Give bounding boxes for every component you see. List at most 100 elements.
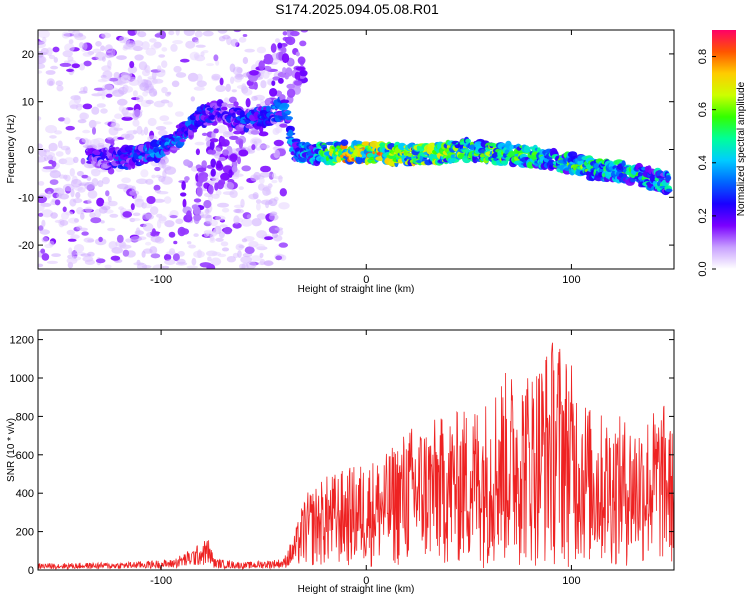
heatmap-blob xyxy=(42,36,47,44)
heatmap-blob xyxy=(129,61,135,69)
heatmap-blob xyxy=(200,214,212,219)
heatmap-blob xyxy=(205,208,210,215)
heatmap-blob xyxy=(397,142,407,151)
heatmap-blob xyxy=(268,198,278,207)
heatmap-blob xyxy=(58,117,66,122)
y-tick-label: 600 xyxy=(16,450,34,462)
heatmap-blob xyxy=(101,176,110,185)
heatmap-blob xyxy=(262,71,270,79)
heatmap-blob xyxy=(219,224,228,228)
heatmap-blob xyxy=(71,251,77,256)
heatmap-blob xyxy=(325,141,336,146)
heatmap-blob xyxy=(145,241,152,246)
heatmap-blob xyxy=(92,126,96,135)
heatmap-blob xyxy=(143,202,153,209)
heatmap-blob xyxy=(279,102,290,109)
heatmap-blob xyxy=(95,258,106,264)
heatmap-blob xyxy=(286,88,296,98)
heatmap-blob xyxy=(239,263,246,269)
heatmap-blob xyxy=(153,198,166,203)
heatmap-blob xyxy=(225,83,231,92)
heatmap-blob xyxy=(221,139,230,147)
heatmap-blob xyxy=(161,60,168,68)
heatmap-blob xyxy=(87,198,92,204)
heatmap-blob xyxy=(259,252,264,258)
heatmap-blob xyxy=(38,225,44,231)
heatmap-blob xyxy=(263,260,274,267)
heatmap-blob xyxy=(38,70,43,74)
heatmap-blob xyxy=(105,190,110,197)
snr-panel: -100 0 100 0 200 400 600 800 1000 1200 Height of… xyxy=(6,329,675,595)
y-tick-label: -20 xyxy=(18,240,34,252)
heatmap-blob xyxy=(110,122,120,129)
heatmap-blob xyxy=(238,149,249,157)
heatmap-blob xyxy=(233,208,242,213)
heatmap-blob xyxy=(161,47,168,52)
heatmap-blob xyxy=(226,256,236,263)
heatmap-blob xyxy=(244,48,255,53)
heatmap-blob xyxy=(280,99,290,104)
heatmap-blob xyxy=(211,131,216,140)
heatmap-y-ticks: -20 -10 0 10 20 xyxy=(18,49,674,252)
heatmap-blob xyxy=(73,218,79,223)
heatmap-blob xyxy=(39,193,47,198)
heatmap-cells xyxy=(38,30,673,269)
heatmap-blob xyxy=(121,177,131,184)
heatmap-blob xyxy=(120,74,131,82)
heatmap-blob xyxy=(157,65,162,72)
heatmap-blob xyxy=(67,238,77,242)
heatmap-blob xyxy=(65,125,75,131)
snr-y-axis-label: SNR (10 * v/v) xyxy=(6,418,17,482)
heatmap-blob xyxy=(108,126,119,136)
heatmap-blob xyxy=(82,129,91,134)
heatmap-blob xyxy=(213,54,219,62)
heatmap-blob xyxy=(230,175,240,180)
heatmap-blob xyxy=(221,207,230,213)
heatmap-blob xyxy=(155,126,167,131)
heatmap-blob xyxy=(59,219,69,226)
heatmap-blob xyxy=(449,158,456,162)
heatmap-blob xyxy=(77,119,87,124)
heatmap-blob xyxy=(104,44,113,53)
heatmap-blob xyxy=(238,245,245,249)
heatmap-blob xyxy=(130,218,141,222)
heatmap-blob xyxy=(154,33,162,38)
heatmap-blob xyxy=(78,63,85,71)
y-tick-label: 200 xyxy=(16,527,34,539)
heatmap-blob xyxy=(125,238,132,243)
heatmap-blob xyxy=(189,51,200,61)
heatmap-blob xyxy=(76,225,83,231)
heatmap-blob xyxy=(150,206,159,215)
heatmap-blob xyxy=(215,215,226,221)
heatmap-blob xyxy=(227,104,234,108)
heatmap-blob xyxy=(278,242,288,248)
heatmap-blob xyxy=(73,156,79,164)
heatmap-blob xyxy=(186,265,199,269)
heatmap-blob xyxy=(271,179,278,184)
heatmap-blob xyxy=(53,57,58,63)
heatmap-blob xyxy=(42,166,55,170)
heatmap-blob xyxy=(145,47,157,56)
heatmap-blob xyxy=(70,234,80,239)
heatmap-blob xyxy=(211,251,222,256)
heatmap-blob xyxy=(156,219,162,229)
heatmap-blob xyxy=(251,95,258,101)
heatmap-blob xyxy=(180,58,190,63)
heatmap-blob xyxy=(126,130,138,135)
heatmap-blob xyxy=(278,229,284,236)
colorbar-tick-label: 0.4 xyxy=(697,155,709,170)
heatmap-blob xyxy=(183,30,195,36)
heatmap-blob xyxy=(221,102,228,107)
heatmap-blob xyxy=(54,199,61,206)
heatmap-blob xyxy=(64,43,75,53)
heatmap-blob xyxy=(254,243,265,249)
heatmap-blob xyxy=(279,188,287,197)
heatmap-blob xyxy=(212,228,219,235)
heatmap-blob xyxy=(523,145,530,153)
heatmap-blob xyxy=(340,139,349,146)
heatmap-blob xyxy=(215,237,224,242)
y-tick-label: 0 xyxy=(28,565,34,577)
heatmap-blob xyxy=(56,192,63,199)
heatmap-blob xyxy=(61,31,70,39)
